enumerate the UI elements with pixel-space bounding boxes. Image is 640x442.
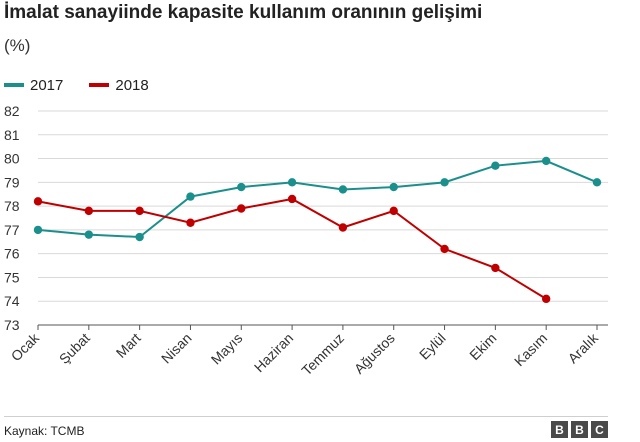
- logo-letter-c: C: [591, 421, 608, 438]
- legend-item-2017: 2017: [4, 77, 63, 94]
- data-point-2017-9: [491, 161, 500, 170]
- y-tick-label-79: 79: [4, 174, 20, 190]
- y-tick-label-77: 77: [4, 222, 20, 238]
- footer-divider: [4, 416, 608, 417]
- data-point-2017-1: [84, 230, 94, 239]
- x-tick-label-9: Ekim: [466, 330, 499, 363]
- y-tick-label-82: 82: [4, 103, 20, 119]
- data-point-2018-10: [541, 294, 551, 304]
- y-tick-label-81: 81: [4, 127, 20, 143]
- x-tick-label-5: Haziran: [251, 330, 296, 375]
- y-tick-label-78: 78: [4, 198, 20, 214]
- data-point-2017-8: [440, 178, 449, 187]
- x-tick-label-10: Kasım: [511, 330, 550, 369]
- x-tick-label-8: Eylül: [416, 330, 449, 363]
- data-point-2017-2: [135, 232, 144, 242]
- data-point-2018-0: [33, 197, 43, 206]
- data-point-2018-8: [440, 244, 449, 254]
- x-tick-label-0: Ocak: [8, 329, 43, 364]
- y-tick-label-75: 75: [4, 269, 20, 285]
- line-chart: 73 74 75 76 77 78 79 80 81 82 Ocak Şubat Mart Nisan Ma…: [4, 103, 608, 379]
- legend-item-2018: 2018: [89, 76, 149, 94]
- data-point-2018-1: [84, 206, 94, 216]
- source-label: Kaynak: TCMB: [4, 424, 85, 438]
- y-tick-label-76: 76: [4, 246, 20, 262]
- data-point-2017-4: [237, 182, 246, 192]
- y-tick-label-74: 74: [4, 293, 20, 309]
- legend-swatch-2017: [4, 83, 24, 87]
- data-point-2017-10: [541, 156, 551, 166]
- data-point-2018-9: [491, 263, 500, 273]
- data-point-2018-7: [389, 206, 398, 216]
- legend-label-2017: 2017: [30, 76, 64, 94]
- x-tick-label-7: Ağustos: [351, 330, 398, 377]
- legend: 2017 2018: [4, 76, 175, 94]
- legend-label-2018: 2018: [115, 76, 149, 94]
- x-tick-label-3: Nisan: [158, 330, 195, 367]
- unit-label: (%): [4, 36, 31, 55]
- chart-title: İmalat sanayiinde kapasite kullanım oran…: [4, 2, 483, 23]
- data-point-2018-2: [135, 206, 144, 216]
- data-point-2018-4: [237, 204, 246, 213]
- x-tick-label-2: Mart: [113, 330, 144, 361]
- x-tick-label-6: Temmuz: [298, 330, 347, 379]
- logo-letter-b1: B: [551, 421, 568, 438]
- x-tick-label-11: Aralık: [564, 329, 601, 366]
- data-point-2017-3: [186, 192, 195, 201]
- y-tick-label-73: 73: [4, 317, 20, 333]
- data-point-2018-3: [186, 218, 195, 227]
- y-tick-label-80: 80: [4, 151, 20, 167]
- data-point-2017-11: [592, 178, 602, 187]
- data-point-2017-7: [389, 182, 398, 192]
- data-point-2017-5: [287, 178, 297, 187]
- x-tick-label-1: Şubat: [56, 330, 93, 367]
- data-point-2017-0: [33, 225, 43, 235]
- data-point-2018-5: [287, 194, 297, 204]
- series-line-2018: [37, 197, 547, 300]
- legend-swatch-2018: [89, 83, 110, 87]
- data-point-2018-6: [338, 223, 348, 232]
- logo-letter-b2: B: [571, 421, 588, 438]
- bbc-logo: B B C: [548, 421, 608, 438]
- data-point-2017-6: [338, 185, 348, 194]
- x-tick-label-4: Mayıs: [208, 330, 246, 368]
- series-line-2017: [37, 159, 598, 239]
